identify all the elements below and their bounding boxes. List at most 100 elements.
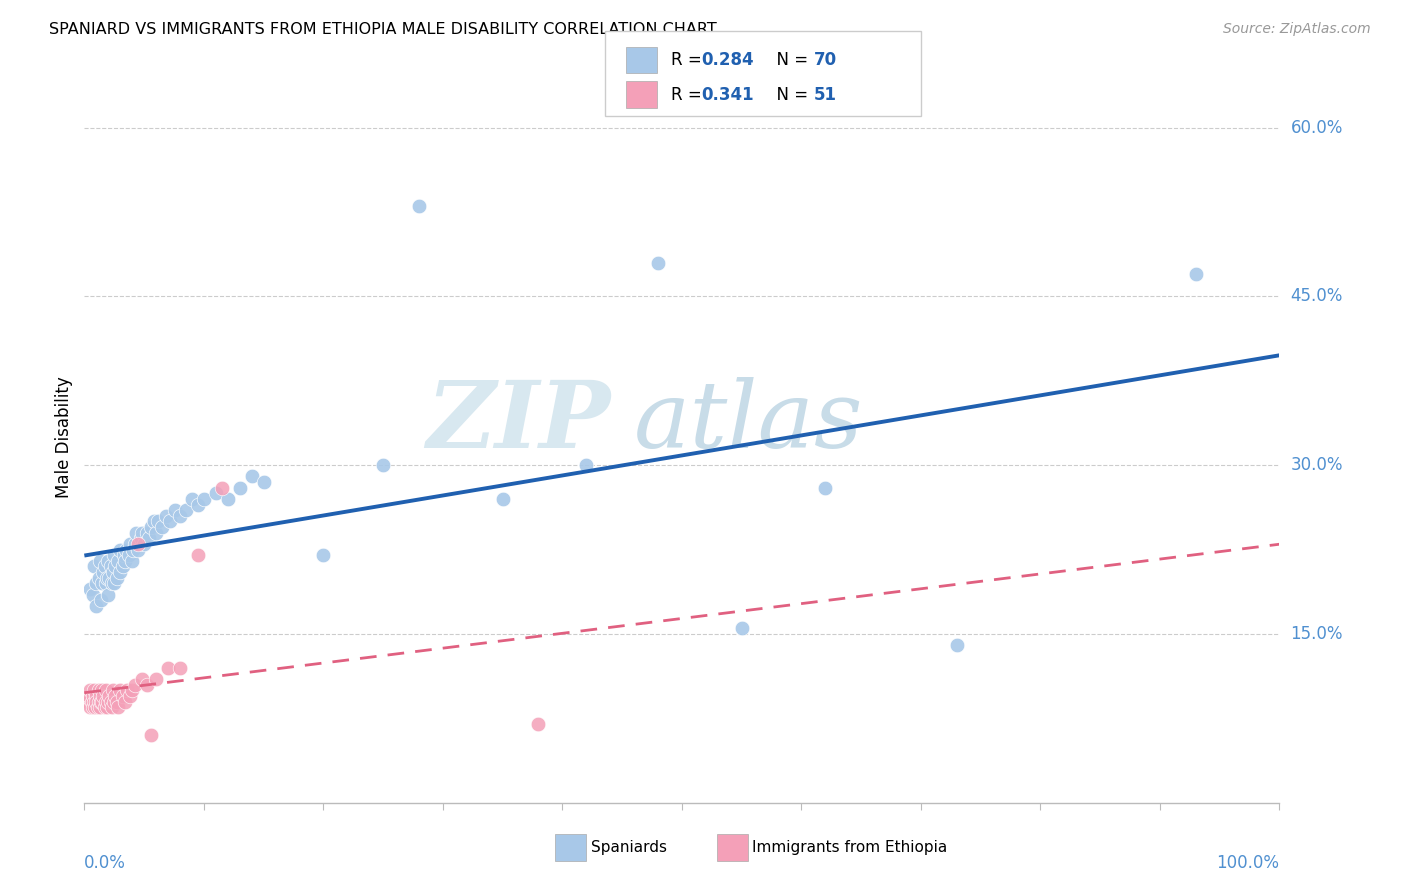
Point bbox=[97, 554, 120, 568]
Point bbox=[83, 683, 105, 698]
Point bbox=[97, 694, 120, 708]
Text: 100.0%: 100.0% bbox=[1216, 854, 1279, 872]
Text: SPANIARD VS IMMIGRANTS FROM ETHIOPIA MALE DISABILITY CORRELATION CHART: SPANIARD VS IMMIGRANTS FROM ETHIOPIA MAL… bbox=[49, 22, 717, 37]
Text: N =: N = bbox=[766, 86, 814, 103]
Point bbox=[90, 694, 112, 708]
Point bbox=[86, 700, 108, 714]
Point bbox=[103, 548, 125, 562]
Point bbox=[127, 537, 149, 551]
Text: 51: 51 bbox=[814, 86, 837, 103]
Point bbox=[187, 548, 209, 562]
Text: Source: ZipAtlas.com: Source: ZipAtlas.com bbox=[1223, 22, 1371, 37]
Text: atlas: atlas bbox=[634, 377, 863, 467]
Point bbox=[114, 694, 136, 708]
Point bbox=[150, 520, 173, 534]
Point bbox=[408, 199, 430, 213]
Point bbox=[105, 571, 128, 585]
Point bbox=[107, 554, 129, 568]
Point bbox=[94, 683, 117, 698]
Point bbox=[814, 481, 837, 495]
Point bbox=[253, 475, 276, 489]
Text: ZIP: ZIP bbox=[426, 377, 610, 467]
Point bbox=[80, 694, 103, 708]
Point bbox=[77, 694, 100, 708]
Point bbox=[118, 537, 141, 551]
Point bbox=[131, 672, 153, 686]
Text: 15.0%: 15.0% bbox=[1291, 625, 1343, 643]
Point bbox=[94, 576, 117, 591]
Point bbox=[312, 548, 335, 562]
Point bbox=[141, 520, 163, 534]
Point bbox=[110, 542, 132, 557]
Point bbox=[107, 700, 129, 714]
Point bbox=[169, 661, 191, 675]
Point bbox=[90, 593, 112, 607]
Point bbox=[181, 491, 204, 506]
Point bbox=[103, 694, 125, 708]
Point bbox=[96, 571, 118, 585]
Point bbox=[91, 683, 114, 698]
Point bbox=[100, 694, 122, 708]
Point bbox=[114, 554, 136, 568]
Text: 60.0%: 60.0% bbox=[1291, 119, 1343, 136]
Point bbox=[117, 683, 139, 698]
Point bbox=[131, 525, 153, 540]
Point bbox=[82, 689, 104, 703]
Point bbox=[79, 700, 101, 714]
Point bbox=[97, 588, 120, 602]
Point bbox=[647, 255, 669, 269]
Point bbox=[169, 508, 191, 523]
Point bbox=[105, 694, 128, 708]
Text: 70: 70 bbox=[814, 51, 837, 69]
Point bbox=[89, 554, 111, 568]
Point bbox=[89, 689, 111, 703]
Point bbox=[141, 728, 163, 742]
Point bbox=[122, 542, 145, 557]
Point bbox=[142, 515, 165, 529]
Point bbox=[103, 576, 125, 591]
Point bbox=[104, 689, 127, 703]
Point bbox=[527, 717, 550, 731]
Point bbox=[94, 694, 117, 708]
Point bbox=[135, 525, 157, 540]
Point bbox=[111, 559, 134, 574]
Point bbox=[121, 554, 143, 568]
Point bbox=[159, 515, 181, 529]
Point bbox=[165, 503, 187, 517]
Point bbox=[115, 542, 138, 557]
Point bbox=[205, 486, 228, 500]
Point bbox=[110, 565, 132, 579]
Point bbox=[193, 491, 215, 506]
Point bbox=[83, 694, 105, 708]
Point bbox=[86, 599, 108, 613]
Point bbox=[86, 694, 108, 708]
Point bbox=[118, 689, 141, 703]
Point bbox=[98, 689, 121, 703]
Point bbox=[174, 503, 197, 517]
Text: R =: R = bbox=[671, 51, 707, 69]
Point bbox=[946, 638, 969, 652]
Point bbox=[731, 621, 754, 635]
Point bbox=[1185, 267, 1208, 281]
Point bbox=[112, 548, 135, 562]
Point bbox=[83, 559, 105, 574]
Point bbox=[211, 481, 233, 495]
Text: R =: R = bbox=[671, 86, 707, 103]
Point bbox=[101, 683, 124, 698]
Text: 45.0%: 45.0% bbox=[1291, 287, 1343, 305]
Point bbox=[89, 700, 111, 714]
Point bbox=[87, 571, 110, 585]
Point bbox=[138, 532, 160, 546]
Point bbox=[91, 694, 114, 708]
Point bbox=[187, 498, 209, 512]
Point bbox=[96, 700, 118, 714]
Point bbox=[79, 683, 101, 698]
Point bbox=[121, 683, 143, 698]
Point bbox=[132, 537, 156, 551]
Point bbox=[111, 689, 134, 703]
Point bbox=[101, 700, 124, 714]
Point bbox=[101, 565, 124, 579]
Point bbox=[82, 588, 104, 602]
Point bbox=[157, 661, 180, 675]
Point bbox=[492, 491, 515, 506]
